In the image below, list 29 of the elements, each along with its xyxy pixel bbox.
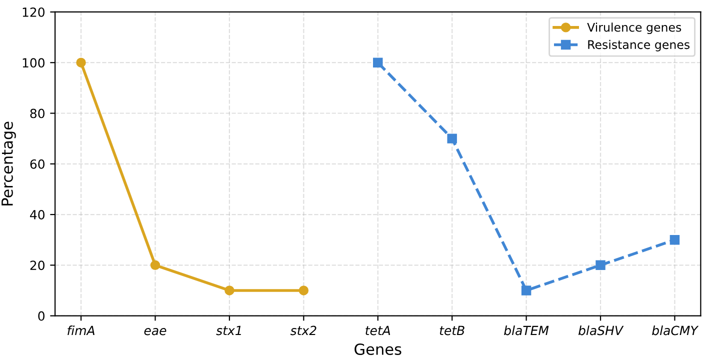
point <box>521 286 532 296</box>
point <box>150 260 160 270</box>
y-tick-label: 60 <box>30 159 44 169</box>
x-axis-title: Genes <box>354 343 402 356</box>
x-tick-label: blaTEM <box>504 326 549 336</box>
x-tick-label: stx2 <box>290 326 316 336</box>
x-tick-label: stx1 <box>216 326 241 336</box>
x-tick-label: tetA <box>366 326 390 336</box>
legend-label: Virulence genes <box>587 22 682 34</box>
legend-label: Resistance genes <box>588 40 690 52</box>
x-tick-label: fimA <box>68 326 94 336</box>
y-tick-label: 80 <box>30 108 44 118</box>
y-axis-title: Percentage <box>2 122 16 206</box>
point <box>76 58 86 68</box>
y-tick-label: 20 <box>30 260 44 270</box>
point <box>373 58 383 68</box>
x-tick-label: blaSHV <box>578 326 624 336</box>
point <box>670 234 680 245</box>
point <box>224 286 234 296</box>
x-tick-label: blaCMY <box>652 326 699 336</box>
y-tick-label: 120 <box>22 7 44 17</box>
x-tick-label: eae <box>144 328 166 336</box>
point <box>596 260 606 270</box>
point <box>298 286 309 296</box>
y-tick-label: 0 <box>38 311 45 321</box>
point <box>447 134 457 144</box>
y-tick-label: 100 <box>22 58 44 68</box>
y-tick-label: 40 <box>30 210 44 220</box>
x-tick-label: tetB <box>440 326 464 336</box>
